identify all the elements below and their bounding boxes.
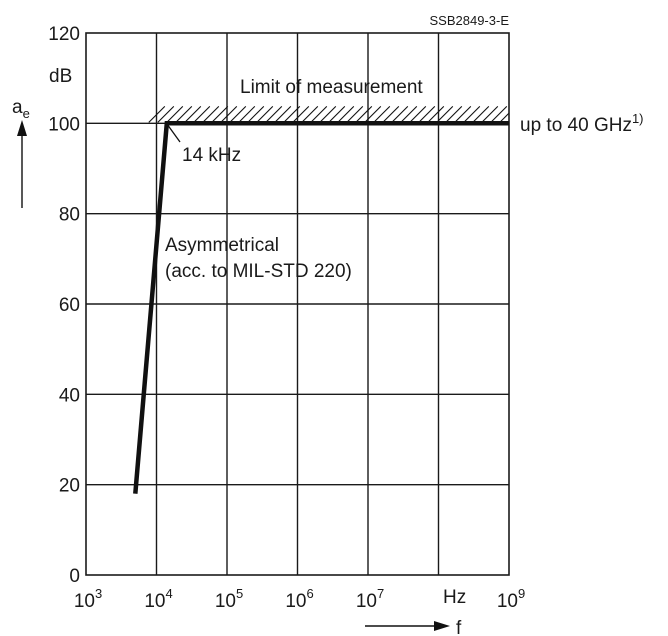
hatch-line: [454, 105, 472, 123]
hatch-line: [193, 105, 211, 123]
y-tick-label: 40: [59, 385, 80, 406]
hatch-line: [238, 105, 256, 123]
x-unit-label: Hz: [443, 587, 466, 608]
hatch-line: [247, 105, 265, 123]
hatch-line: [220, 105, 238, 123]
series-label-line2: (acc. to MIL-STD 220): [165, 261, 352, 282]
limit-label: Limit of measurement: [240, 77, 423, 98]
x-axis-arrow: [365, 621, 450, 631]
hatch-line: [328, 105, 346, 123]
hatch-line: [382, 105, 400, 123]
y-tick-label: 120: [48, 24, 80, 45]
x-tick-label: 107: [356, 586, 384, 612]
hatch-line: [274, 105, 292, 123]
hatch-line: [265, 105, 283, 123]
x-tick-labels: 103 104 105 106 107 109: [74, 586, 525, 612]
hatch-line: [427, 105, 445, 123]
hatch-line: [229, 105, 247, 123]
hatch-line: [355, 105, 373, 123]
hatch-line: [391, 105, 409, 123]
series-group: [133, 121, 509, 494]
hatch-line: [373, 105, 391, 123]
hatch-line: [472, 105, 490, 123]
hatch-line: [202, 105, 220, 123]
x-tick-label: 103: [74, 586, 102, 612]
knee-label: 14 kHz: [182, 145, 241, 166]
x-tick-label: 104: [144, 586, 172, 612]
hatch-line: [346, 105, 364, 123]
x-tick-label: 109: [497, 586, 525, 612]
hatch-line: [256, 105, 274, 123]
hatch-line: [481, 105, 499, 123]
hatch-line: [292, 105, 310, 123]
series-label-line1: Asymmetrical: [165, 235, 279, 256]
hatch-line: [418, 105, 436, 123]
hatch-line: [166, 105, 184, 123]
right-limit-label: up to 40 GHz1): [520, 111, 644, 136]
hatch-line: [301, 105, 319, 123]
plot-frame: [85, 32, 510, 576]
x-tick-label: 106: [285, 586, 313, 612]
hatch-line: [175, 105, 193, 123]
hatch-line: [364, 105, 382, 123]
hatch-line: [490, 105, 508, 123]
hatch-line: [310, 105, 328, 123]
y-tick-label: 80: [59, 205, 80, 226]
hatch-line: [499, 112, 509, 123]
y-axis-label: ae: [12, 97, 30, 121]
y-axis-arrow: [17, 120, 27, 208]
y-tick-label: 60: [59, 295, 80, 316]
y-tick-label: 0: [69, 566, 80, 587]
hatch-line: [463, 105, 481, 123]
hatch-line: [400, 105, 418, 123]
y-tick-label: 100: [48, 114, 80, 135]
figure-code: SSB2849-3-E: [430, 13, 510, 28]
knee-pointer: [166, 123, 181, 143]
limit-hatching: [148, 105, 509, 123]
hatch-line: [337, 105, 355, 123]
hatch-line: [148, 105, 166, 123]
hatch-line: [445, 105, 463, 123]
series-line: [133, 121, 509, 494]
x-tick-label: 105: [215, 586, 243, 612]
x-axis-label: f: [456, 618, 462, 636]
hatch-line: [436, 105, 454, 123]
y-tick-label: 20: [59, 476, 80, 497]
hatch-line: [283, 105, 301, 123]
hatch-line: [184, 105, 202, 123]
hatch-line: [319, 105, 337, 123]
y-tick-labels: 0 20 40 60 80 100 120: [48, 24, 80, 587]
hatch-line: [211, 105, 229, 123]
hatch-line: [157, 105, 175, 123]
hatch-line: [409, 105, 427, 123]
y-unit-label: dB: [49, 66, 72, 87]
